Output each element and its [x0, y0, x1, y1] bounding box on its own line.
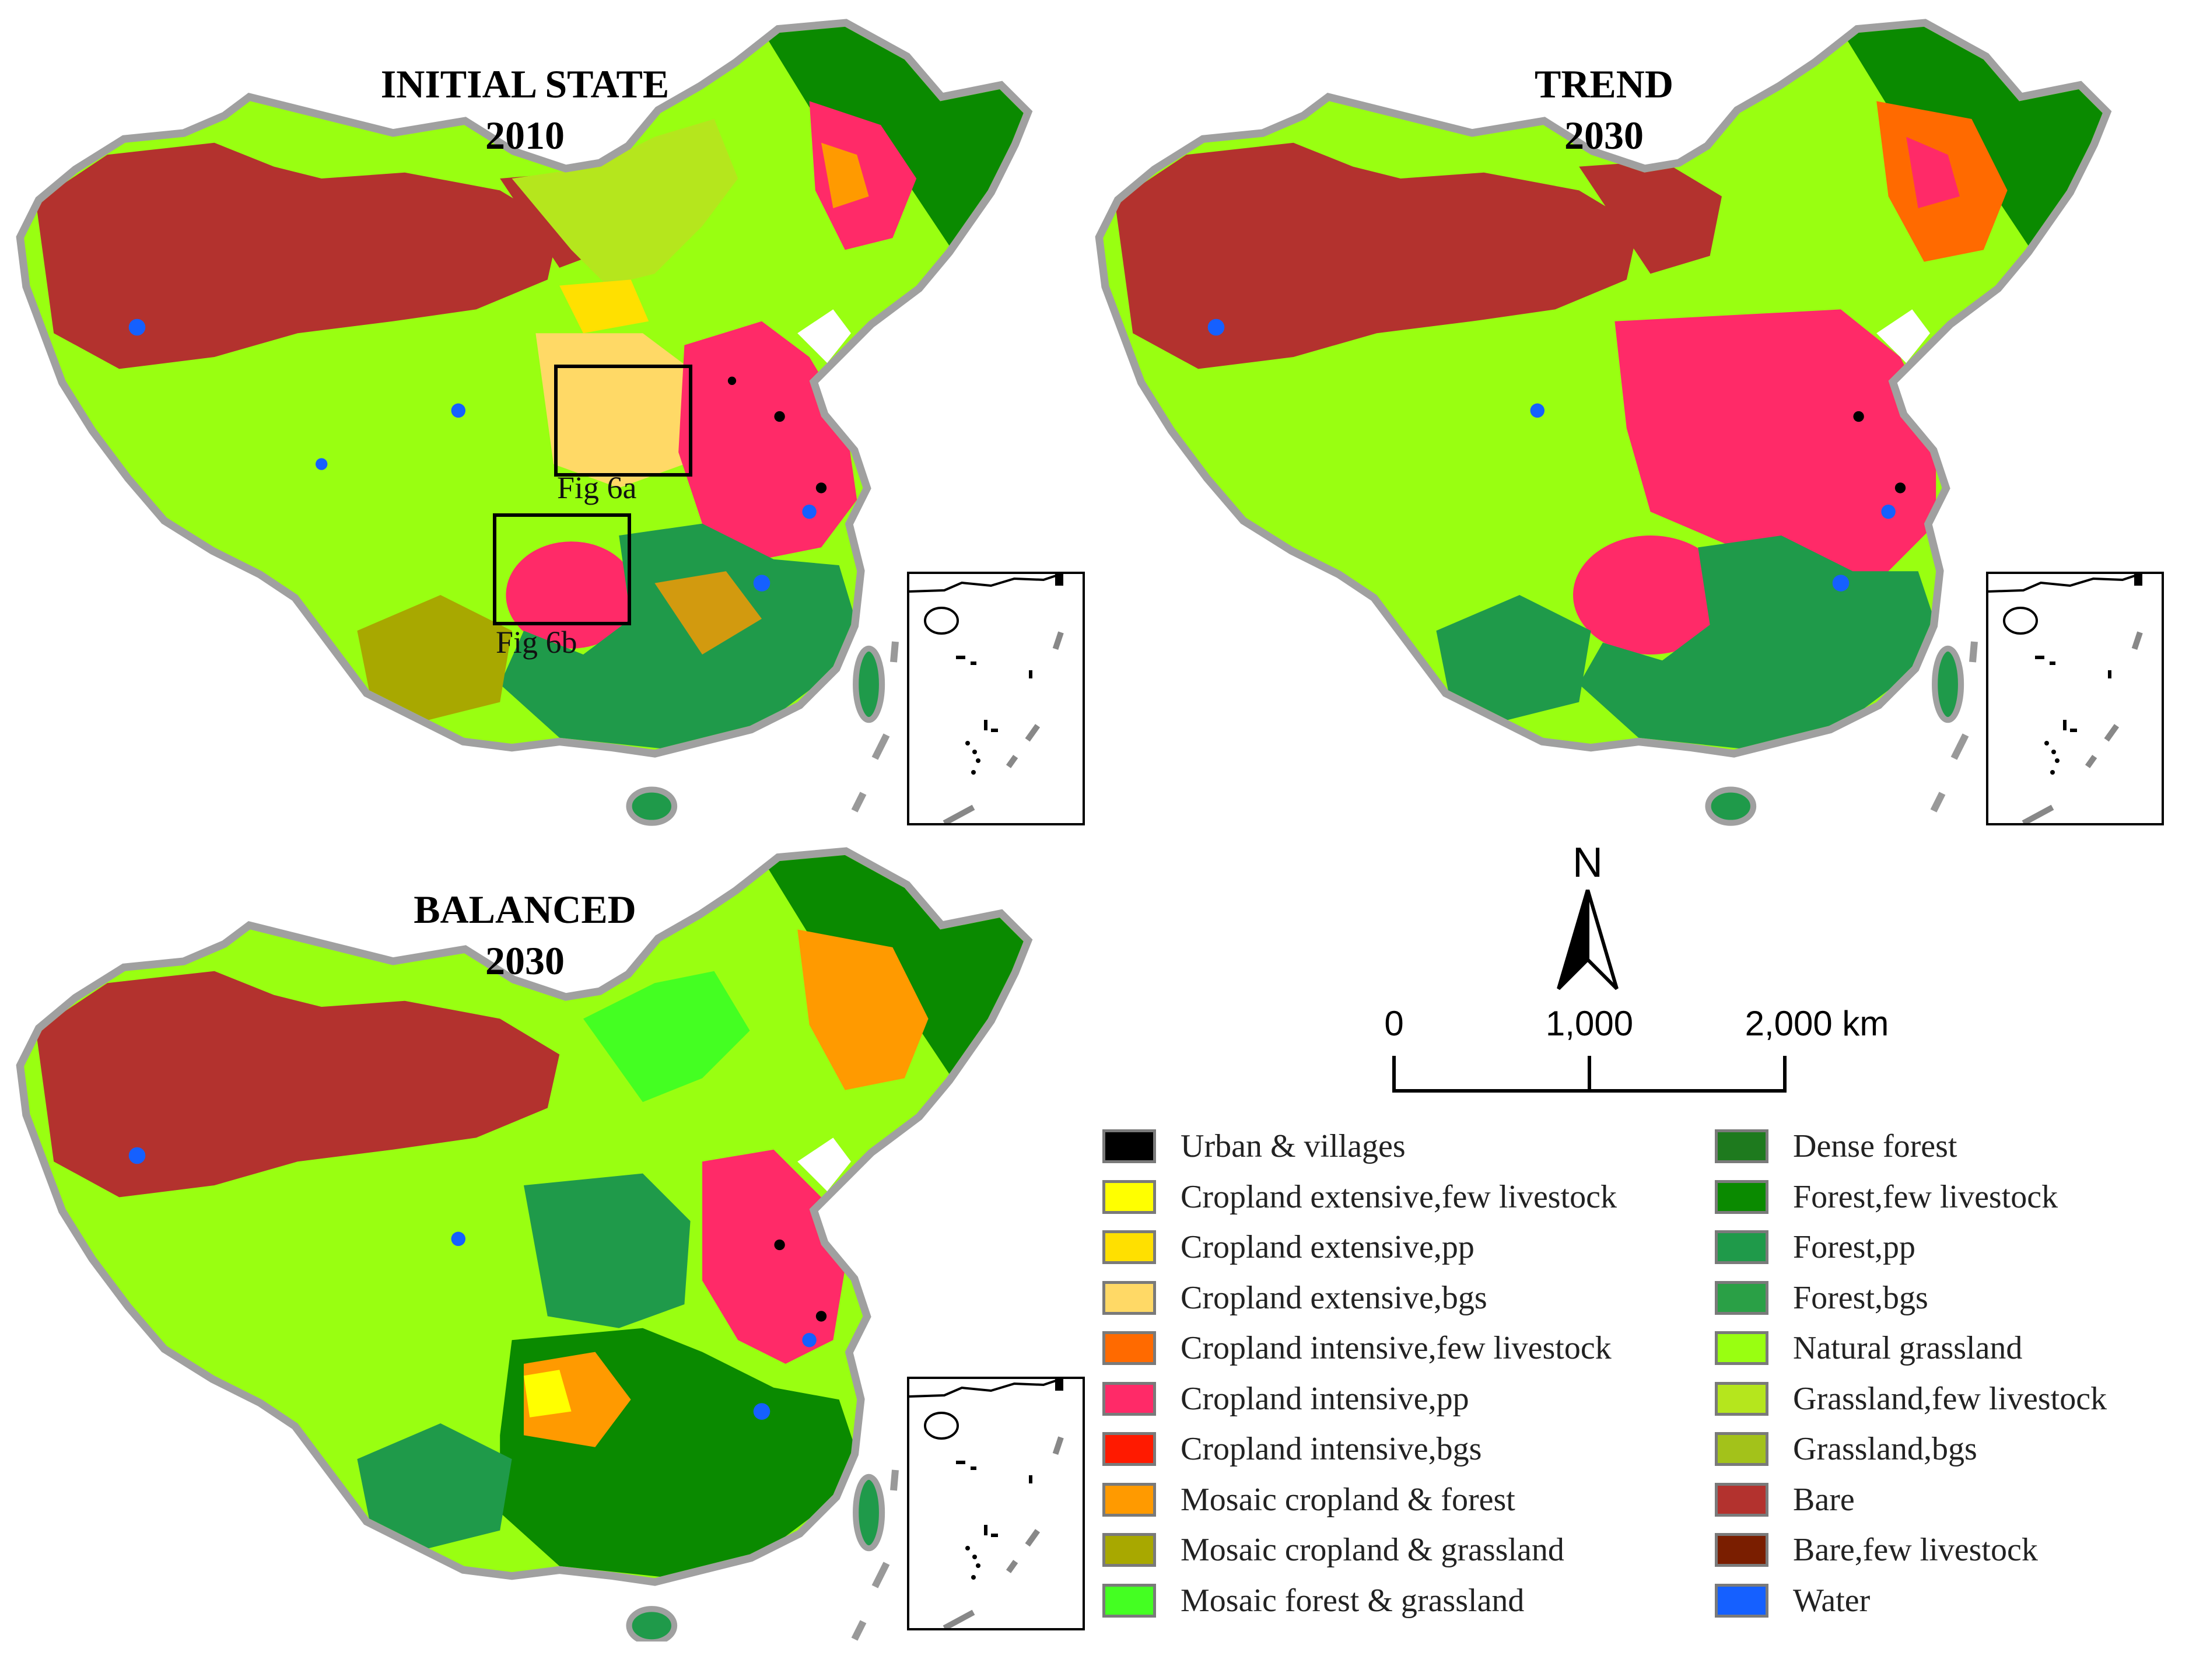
map-panel-initial: INITIAL STATE 2010 Fig 6a Fig 6b	[0, 0, 1108, 828]
china-landuse-map	[0, 828, 1108, 1642]
legend-item: Bare	[1715, 1479, 1855, 1520]
legend-right-column: Dense forest Forest,few livestock Forest,p…	[1715, 1126, 2199, 1639]
legend-item: Mosaic forest & grassland	[1102, 1580, 1524, 1621]
scale-bar	[1392, 1056, 1787, 1093]
north-arrow-label: N	[1572, 839, 1603, 886]
boundary-dashes	[851, 641, 899, 813]
legend-label: Cropland intensive,few livestock	[1181, 1330, 1612, 1366]
scale-tick-label: 0	[1384, 1004, 1404, 1043]
study-area-box	[554, 365, 692, 477]
legend-swatch	[1715, 1331, 1768, 1365]
study-area-box	[493, 513, 631, 625]
legend-item: Cropland extensive,bgs	[1102, 1278, 1487, 1318]
legend-swatch	[1715, 1129, 1768, 1163]
boundary-dashes	[851, 1469, 899, 1641]
legend-item: Cropland extensive,pp	[1102, 1227, 1474, 1268]
map-title: INITIAL STATE 2010	[380, 62, 670, 158]
legend-swatch	[1715, 1482, 1768, 1517]
legend-label: Cropland extensive,pp	[1181, 1229, 1474, 1265]
legend-label: Urban & villages	[1181, 1128, 1406, 1164]
legend-swatch	[1102, 1533, 1156, 1567]
legend-swatch	[1715, 1230, 1768, 1264]
legend-item: Forest,pp	[1715, 1227, 1915, 1268]
map-panel-balanced: BALANCED 2030	[0, 828, 1108, 1642]
legend-item: Cropland intensive,few livestock	[1102, 1328, 1612, 1368]
legend-label: Dense forest	[1793, 1128, 1957, 1164]
legend-label: Bare	[1793, 1481, 1855, 1518]
map-panel-trend: TREND 2030	[1079, 0, 2203, 828]
legend-label: Forest,pp	[1793, 1229, 1915, 1265]
legend-item: Cropland intensive,bgs	[1102, 1429, 1481, 1469]
legend-label: Mosaic cropland & forest	[1181, 1481, 1515, 1518]
legend-swatch	[1102, 1331, 1156, 1365]
legend-label: Grassland,few livestock	[1793, 1380, 2107, 1417]
legend-item: Water	[1715, 1580, 1870, 1621]
scale-tick-label: 2,000 km	[1745, 1004, 1889, 1043]
legend-swatch	[1102, 1482, 1156, 1517]
legend-item: Natural grassland	[1715, 1328, 2022, 1368]
legend-label: Cropland extensive,bgs	[1181, 1279, 1487, 1316]
legend-item: Mosaic cropland & forest	[1102, 1479, 1515, 1520]
legend-item: Bare,few livestock	[1715, 1530, 2038, 1570]
legend-label: Natural grassland	[1793, 1330, 2023, 1366]
legend-item: Grassland,few livestock	[1715, 1378, 2107, 1419]
legend-label: Forest,bgs	[1793, 1279, 1928, 1316]
legend-label: Cropland intensive,pp	[1181, 1380, 1469, 1417]
map-title: TREND 2030	[1534, 62, 1674, 158]
legend-swatch	[1715, 1583, 1768, 1618]
legend-left-column: Urban & villages Cropland extensive,few l…	[1102, 1126, 1686, 1639]
legend-swatch	[1102, 1280, 1156, 1315]
legend-swatch	[1102, 1432, 1156, 1466]
legend-label: Cropland intensive,bgs	[1181, 1431, 1482, 1467]
legend-label: Bare,few livestock	[1793, 1532, 2038, 1568]
legend-item: Forest,few livestock	[1715, 1177, 2058, 1217]
legend-swatch	[1715, 1533, 1768, 1567]
legend-label: Cropland extensive,few livestock	[1181, 1178, 1617, 1215]
legend-item: Dense forest	[1715, 1126, 1957, 1167]
legend-item: Forest,bgs	[1715, 1278, 1928, 1318]
map-title: BALANCED 2030	[414, 887, 636, 983]
south-china-sea-inset	[907, 572, 1085, 825]
legend-swatch	[1715, 1381, 1768, 1416]
legend-label: Mosaic cropland & grassland	[1181, 1532, 1564, 1568]
legend-label: Mosaic forest & grassland	[1181, 1582, 1525, 1619]
legend-swatch	[1102, 1583, 1156, 1618]
legend-item: Cropland intensive,pp	[1102, 1378, 1469, 1419]
legend-swatch	[1715, 1280, 1768, 1315]
china-landuse-map	[1079, 0, 2187, 826]
legend-swatch	[1715, 1180, 1768, 1214]
south-china-sea-inset	[1986, 572, 2164, 825]
legend-swatch	[1102, 1180, 1156, 1214]
legend-label: Forest,few livestock	[1793, 1178, 2058, 1215]
legend-item: Urban & villages	[1102, 1126, 1406, 1167]
legend-swatch	[1102, 1129, 1156, 1163]
legend-item: Cropland extensive,few livestock	[1102, 1177, 1617, 1217]
study-area-box-label: Fig 6b	[496, 625, 577, 660]
north-arrow-icon	[1557, 890, 1619, 991]
south-china-sea-islands	[909, 1379, 1064, 1628]
south-china-sea-islands	[1988, 574, 2143, 823]
south-china-sea-islands	[909, 574, 1064, 823]
scale-tick-label: 1,000	[1545, 1004, 1634, 1043]
boundary-dashes	[1930, 641, 1978, 813]
legend-label: Grassland,bgs	[1793, 1431, 1977, 1467]
legend-label: Water	[1793, 1582, 1871, 1619]
china-landuse-map	[0, 0, 1108, 826]
south-china-sea-inset	[907, 1377, 1085, 1630]
legend-swatch	[1715, 1432, 1768, 1466]
legend-item: Mosaic cropland & grassland	[1102, 1530, 1564, 1570]
legend-swatch	[1102, 1230, 1156, 1264]
legend-item: Grassland,bgs	[1715, 1429, 1977, 1469]
study-area-box-label: Fig 6a	[557, 470, 637, 505]
legend-swatch	[1102, 1381, 1156, 1416]
